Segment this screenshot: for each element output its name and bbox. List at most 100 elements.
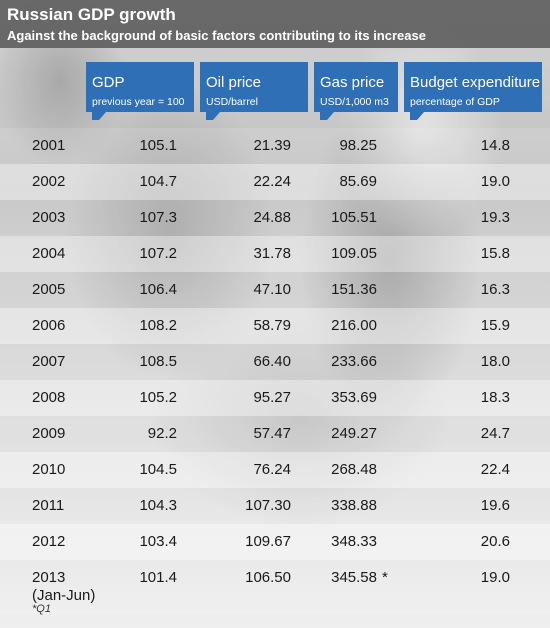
gdp-cell: 92.2 — [147, 425, 177, 442]
column-header-unit: USD/1,000 m3 — [320, 96, 389, 108]
column-header-gas-price: Gas price USD/1,000 m3 — [314, 62, 398, 120]
year-cell: 2007 — [32, 353, 66, 370]
year-cell: 2005 — [32, 281, 66, 298]
year-cell: 2003 — [32, 209, 66, 226]
budget-expenditure-cell: 19.0 — [480, 173, 510, 190]
gdp-cell: 105.1 — [139, 137, 177, 154]
year-cell: 2009 — [32, 425, 66, 442]
budget-expenditure-cell: 22.4 — [480, 461, 510, 478]
gas-price-cell: 151.36 — [331, 281, 377, 298]
gdp-cell: 107.3 — [139, 209, 177, 226]
oil-price-cell: 47.10 — [253, 281, 291, 298]
gas-price-cell: 249.27 — [331, 425, 377, 442]
table-row: 2013 101.4 106.50 345.58 * 19.0 (Jan-Jun) — [0, 560, 550, 614]
year-cell: 2004 — [32, 245, 66, 262]
oil-price-cell: 31.78 — [253, 245, 291, 262]
header-pointer — [206, 112, 220, 120]
oil-price-cell: 76.24 — [253, 461, 291, 478]
column-header-label: Budget expenditure — [410, 74, 541, 91]
title-bar: Russian GDP growth Against the backgroun… — [0, 0, 550, 48]
year-period-label: (Jan-Jun) — [32, 587, 96, 604]
gas-price-cell: 348.33 — [331, 533, 377, 550]
year-cell: 2010 — [32, 461, 66, 478]
gdp-cell: 106.4 — [139, 281, 177, 298]
footnote: *Q1 — [32, 603, 51, 615]
gdp-cell: 101.4 — [139, 569, 177, 586]
table-row: 2004 107.2 31.78 109.05 15.8 — [0, 236, 550, 272]
gdp-cell: 104.7 — [139, 173, 177, 190]
gas-price-cell: 98.25 — [339, 137, 377, 154]
oil-price-cell: 21.39 — [253, 137, 291, 154]
gas-price-cell: 268.48 — [331, 461, 377, 478]
oil-price-cell: 57.47 — [253, 425, 291, 442]
column-header-unit: percentage of GDP — [410, 96, 500, 108]
table-row: 2003 107.3 24.88 105.51 19.3 — [0, 200, 550, 236]
gas-price-cell: 353.69 — [331, 389, 377, 406]
oil-price-cell: 95.27 — [253, 389, 291, 406]
table-row: 2001 105.1 21.39 98.25 14.8 — [0, 128, 550, 164]
gdp-cell: 108.2 — [139, 317, 177, 334]
table-row: 2011 104.3 107.30 338.88 19.6 — [0, 488, 550, 524]
column-header-unit: USD/barrel — [206, 96, 258, 108]
header-pointer — [410, 112, 424, 120]
column-header-label: Gas price — [320, 74, 385, 91]
table-row: 2010 104.5 76.24 268.48 22.4 — [0, 452, 550, 488]
oil-price-cell: 66.40 — [253, 353, 291, 370]
table-row: 2008 105.2 95.27 353.69 18.3 — [0, 380, 550, 416]
table-row: 2006 108.2 58.79 216.00 15.9 — [0, 308, 550, 344]
column-header-gdp: GDP previous year = 100 — [86, 62, 194, 120]
budget-expenditure-cell: 19.0 — [480, 569, 510, 586]
header-pointer — [92, 112, 106, 120]
year-cell: 2012 — [32, 533, 66, 550]
oil-price-cell: 58.79 — [253, 317, 291, 334]
budget-expenditure-cell: 24.7 — [480, 425, 510, 442]
oil-price-cell: 109.67 — [245, 533, 291, 550]
table-row: 2012 103.4 109.67 348.33 20.6 — [0, 524, 550, 560]
budget-expenditure-cell: 18.0 — [480, 353, 510, 370]
gdp-cell: 104.3 — [139, 497, 177, 514]
gdp-cell: 107.2 — [139, 245, 177, 262]
column-header-oil-price: Oil price USD/barrel — [200, 62, 308, 120]
table-row: 2009 92.2 57.47 249.27 24.7 — [0, 416, 550, 452]
gas-price-cell: 233.66 — [331, 353, 377, 370]
gdp-cell: 105.2 — [139, 389, 177, 406]
gdp-cell: 103.4 — [139, 533, 177, 550]
year-cell: 2011 — [32, 497, 65, 514]
year-cell: 2001 — [32, 137, 66, 154]
budget-expenditure-cell: 14.8 — [480, 137, 510, 154]
gas-price-cell: 345.58 — [331, 569, 377, 586]
column-header-unit: previous year = 100 — [92, 96, 185, 108]
column-header-label: Oil price — [206, 74, 262, 91]
note-marker: * — [382, 569, 388, 586]
year-cell: 2002 — [32, 173, 66, 190]
budget-expenditure-cell: 18.3 — [480, 389, 510, 406]
table-row: 2007 108.5 66.40 233.66 18.0 — [0, 344, 550, 380]
gas-price-cell: 85.69 — [339, 173, 377, 190]
column-header-budget-expenditure: Budget expenditure percentage of GDP — [404, 62, 542, 120]
header-pointer — [320, 112, 334, 120]
gdp-cell: 104.5 — [139, 461, 177, 478]
year-cell: 2008 — [32, 389, 66, 406]
budget-expenditure-cell: 16.3 — [480, 281, 510, 298]
gas-price-cell: 109.05 — [331, 245, 377, 262]
budget-expenditure-cell: 15.9 — [480, 317, 510, 334]
year-cell: 2013 — [32, 569, 66, 586]
table-row: 2005 106.4 47.10 151.36 16.3 — [0, 272, 550, 308]
chart-title: Russian GDP growth — [7, 5, 176, 24]
chart-subtitle: Against the background of basic factors … — [7, 28, 426, 43]
table-row: 2002 104.7 22.24 85.69 19.0 — [0, 164, 550, 200]
year-cell: 2006 — [32, 317, 66, 334]
gdp-cell: 108.5 — [139, 353, 177, 370]
gas-price-cell: 338.88 — [331, 497, 377, 514]
column-header-label: GDP — [92, 74, 125, 91]
gas-price-cell: 105.51 — [331, 209, 377, 226]
budget-expenditure-cell: 19.6 — [480, 497, 510, 514]
budget-expenditure-cell: 15.8 — [480, 245, 510, 262]
budget-expenditure-cell: 20.6 — [480, 533, 510, 550]
budget-expenditure-cell: 19.3 — [480, 209, 510, 226]
oil-price-cell: 22.24 — [253, 173, 291, 190]
oil-price-cell: 107.30 — [245, 497, 291, 514]
oil-price-cell: 106.50 — [245, 569, 291, 586]
gas-price-cell: 216.00 — [331, 317, 377, 334]
